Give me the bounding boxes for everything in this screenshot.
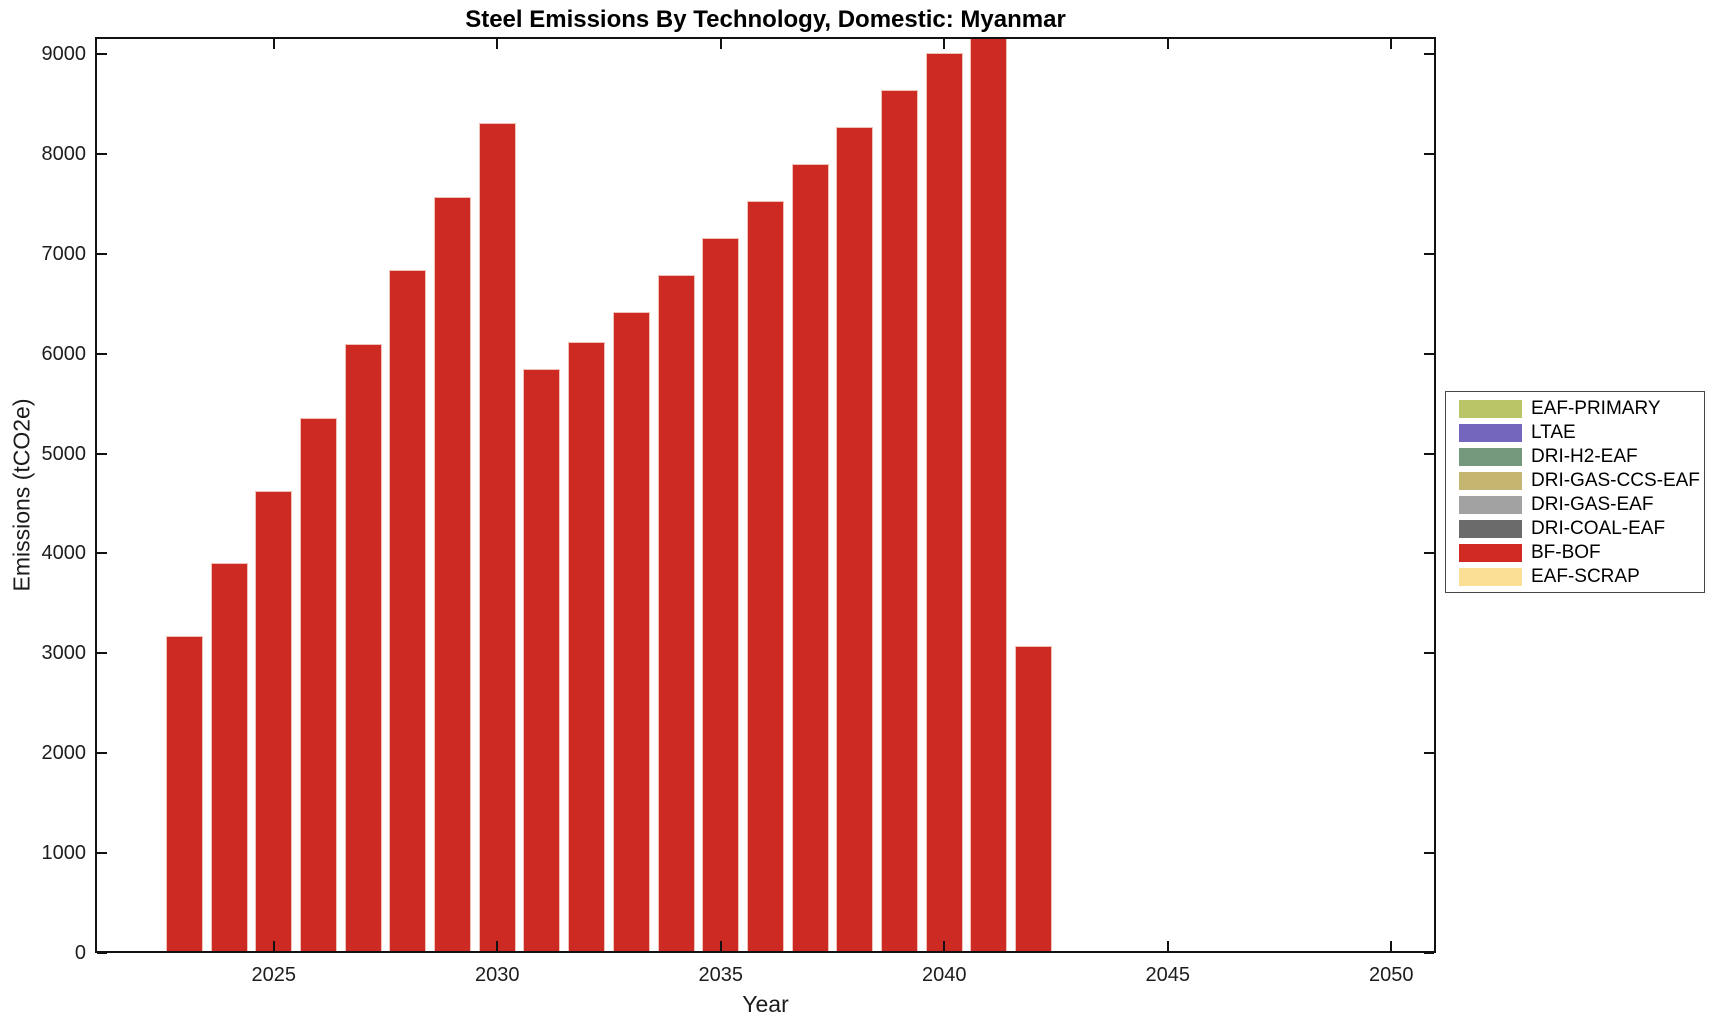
x-tick-top	[943, 39, 946, 49]
bar-2042	[1015, 646, 1053, 953]
y-tick-right	[1424, 952, 1434, 954]
bar-2025	[255, 491, 293, 953]
y-tick	[97, 752, 107, 755]
x-tick	[943, 941, 946, 951]
y-tick-label: 6000	[41, 342, 87, 365]
y-axis-label: Emissions (tCO2e)	[8, 398, 35, 592]
y-tick-label: 0	[74, 942, 86, 964]
y-tick-label: 2000	[41, 742, 87, 765]
x-tick-label: 2050	[1369, 964, 1414, 986]
x-tick-top	[1390, 39, 1393, 49]
legend-swatch-icon	[1459, 424, 1522, 442]
legend-swatch-icon	[1459, 544, 1522, 562]
bar-2026	[299, 417, 337, 953]
legend-item-dri-gas-eaf: DRI-GAS-EAF	[1446, 493, 1704, 517]
y-tick	[97, 452, 107, 455]
bar-2041	[970, 37, 1008, 953]
bar-2024	[210, 562, 248, 953]
y-tick	[97, 952, 107, 954]
legend-item-dri-coal-eaf: DRI-COAL-EAF	[1446, 517, 1704, 541]
legend-swatch-icon	[1459, 472, 1522, 490]
y-tick-label: 1000	[41, 842, 87, 865]
legend-label: BF-BOF	[1531, 542, 1601, 563]
bar-2023	[165, 636, 203, 953]
legend-item-dri-gas-ccs-eaf: DRI-GAS-CCS-EAF	[1446, 469, 1704, 493]
y-tick	[97, 252, 107, 255]
y-tick-label: 8000	[41, 142, 87, 165]
bar-2031	[523, 369, 561, 953]
x-tick-label: 2030	[475, 964, 520, 986]
bar-2030	[478, 122, 516, 953]
y-tick-label: 9000	[41, 43, 87, 65]
legend-item-bf-bof: BF-BOF	[1446, 541, 1704, 565]
y-tick-right	[1424, 352, 1434, 355]
x-tick	[719, 941, 722, 951]
legend: EAF-PRIMARY LTAE DRI-H2-EAF DRI-GAS-CCS-EAF…	[1445, 391, 1705, 593]
x-tick	[1390, 941, 1393, 951]
y-tick-right	[1424, 852, 1434, 855]
x-tick-top	[719, 39, 722, 49]
bar-2032	[568, 342, 606, 953]
y-tick	[97, 53, 107, 55]
y-tick-label: 5000	[41, 442, 87, 465]
legend-label: DRI-GAS-EAF	[1531, 494, 1654, 515]
bar-2038	[836, 127, 874, 953]
x-tick	[496, 941, 499, 951]
x-tick-label: 2035	[698, 964, 744, 986]
bar-2037	[791, 164, 829, 953]
legend-swatch-icon	[1459, 496, 1522, 514]
y-tick	[97, 852, 107, 855]
y-tick	[97, 352, 107, 355]
chart-title: Steel Emissions By Technology, Domestic:…	[465, 6, 1066, 33]
legend-label: DRI-COAL-EAF	[1531, 518, 1666, 539]
x-tick-top	[272, 39, 275, 49]
y-tick-label: 3000	[41, 642, 87, 665]
bar-2035	[702, 238, 740, 953]
legend-item-ltae: LTAE	[1446, 421, 1704, 445]
legend-item-eaf-scrap: EAF-SCRAP	[1446, 565, 1704, 589]
x-tick-label: 2040	[922, 964, 967, 986]
legend-label: EAF-SCRAP	[1531, 566, 1640, 587]
y-tick-right	[1424, 252, 1434, 255]
bar-2034	[657, 275, 695, 953]
bar-2029	[434, 196, 472, 953]
legend-label: DRI-H2-EAF	[1531, 446, 1638, 467]
y-tick-right	[1424, 452, 1434, 455]
y-tick-label: 7000	[41, 242, 87, 265]
y-tick	[97, 152, 107, 155]
x-tick-label: 2045	[1145, 964, 1191, 986]
legend-swatch-icon	[1459, 448, 1522, 466]
x-axis-label: Year	[742, 991, 789, 1017]
x-tick	[1166, 941, 1169, 951]
bar-2039	[881, 90, 919, 953]
legend-item-dri-h2-eaf: DRI-H2-EAF	[1446, 445, 1704, 469]
y-tick-label: 4000	[41, 542, 87, 565]
bar-2036	[746, 201, 784, 953]
y-tick-right	[1424, 552, 1434, 555]
y-tick	[97, 552, 107, 555]
x-tick-top	[496, 39, 499, 49]
x-tick-label: 2025	[251, 964, 297, 986]
bar-2040	[925, 53, 963, 953]
legend-swatch-icon	[1459, 400, 1522, 418]
legend-label: LTAE	[1531, 422, 1576, 443]
y-tick-right	[1424, 152, 1434, 155]
y-tick	[97, 652, 107, 655]
y-tick-right	[1424, 752, 1434, 755]
legend-swatch-icon	[1459, 520, 1522, 538]
legend-item-eaf-primary: EAF-PRIMARY	[1446, 397, 1704, 421]
bar-2027	[344, 344, 382, 953]
legend-label: EAF-PRIMARY	[1531, 398, 1661, 419]
y-tick-right	[1424, 652, 1434, 655]
legend-label: DRI-GAS-CCS-EAF	[1531, 470, 1700, 491]
x-tick	[272, 941, 275, 951]
y-tick-right	[1424, 53, 1434, 55]
bar-2033	[612, 312, 650, 953]
bar-2028	[389, 270, 427, 953]
x-tick-top	[1166, 39, 1169, 49]
legend-swatch-icon	[1459, 568, 1522, 586]
